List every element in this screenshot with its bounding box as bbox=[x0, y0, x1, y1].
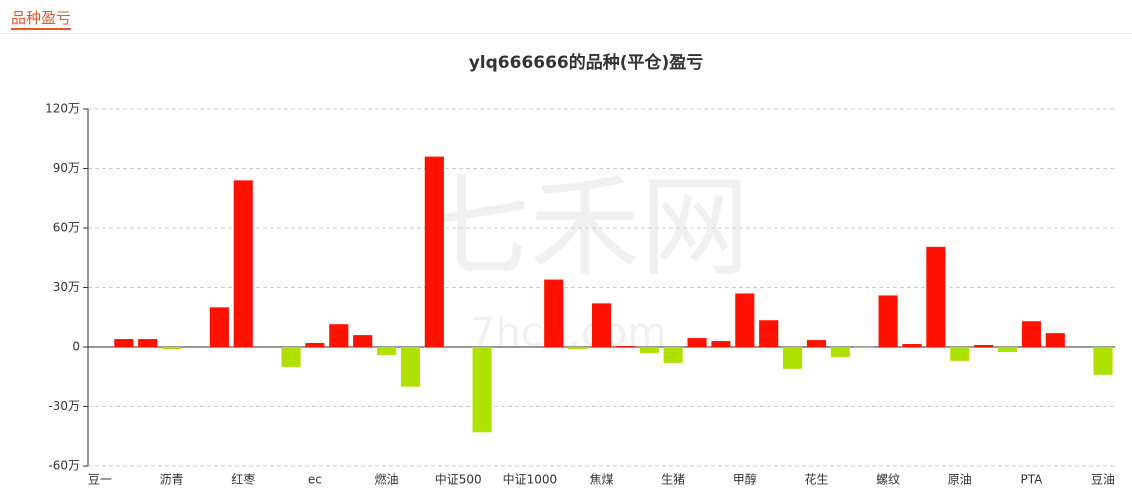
bar bbox=[639, 347, 659, 353]
x-tick-label: ec bbox=[308, 473, 322, 487]
watermark-url: 7hcn.com bbox=[470, 310, 666, 356]
bar bbox=[950, 347, 970, 361]
x-tick-label: 甲醇 bbox=[733, 472, 757, 487]
x-tick-label: 生猪 bbox=[661, 473, 685, 487]
y-tick-label: 30万 bbox=[53, 280, 80, 294]
bar bbox=[997, 347, 1018, 352]
x-tick-label: 燃油 bbox=[375, 472, 399, 487]
bar bbox=[568, 347, 588, 349]
bar bbox=[591, 303, 612, 347]
bar bbox=[544, 279, 564, 347]
bar bbox=[305, 343, 325, 347]
bar bbox=[400, 347, 420, 387]
bar bbox=[424, 156, 444, 347]
watermark: 七禾网 bbox=[420, 163, 750, 291]
bar bbox=[902, 344, 922, 347]
chart-title: ylq666666的品种(平仓)盈亏 bbox=[469, 52, 704, 73]
x-tick-label: PTA bbox=[1020, 473, 1043, 487]
bar bbox=[663, 347, 683, 363]
bar bbox=[1021, 321, 1041, 347]
y-tick-label: 60万 bbox=[53, 221, 80, 235]
y-tick-label: -60万 bbox=[48, 459, 80, 473]
bar bbox=[735, 293, 755, 347]
x-tick-label: 豆一 bbox=[88, 473, 112, 487]
bar bbox=[830, 347, 850, 357]
x-tick-label: 红枣 bbox=[231, 472, 255, 487]
bar bbox=[329, 324, 349, 347]
y-tick-label: 120万 bbox=[45, 102, 80, 116]
bar bbox=[281, 347, 301, 367]
bar bbox=[209, 307, 229, 347]
x-tick-label: 中证1000 bbox=[503, 472, 558, 487]
bar bbox=[974, 345, 994, 347]
bar bbox=[472, 347, 492, 433]
bar bbox=[233, 180, 253, 347]
x-tick-label: 花生 bbox=[804, 472, 828, 487]
y-tick-label: 90万 bbox=[53, 161, 80, 175]
bar bbox=[878, 295, 898, 347]
bar bbox=[759, 320, 779, 347]
x-tick-label: 沥青 bbox=[160, 473, 184, 487]
bar bbox=[1045, 333, 1065, 347]
header-title[interactable]: 品种盈亏 bbox=[11, 8, 72, 30]
bar bbox=[376, 347, 397, 355]
bar bbox=[926, 246, 946, 347]
bar bbox=[806, 340, 827, 347]
x-tick-label: 中证500 bbox=[435, 472, 482, 487]
bar bbox=[783, 347, 803, 369]
bar bbox=[687, 338, 707, 347]
bar bbox=[615, 346, 635, 347]
x-tick-label: 原油 bbox=[948, 473, 972, 487]
bar bbox=[138, 339, 158, 347]
bar bbox=[353, 335, 373, 347]
x-tick-label: 豆油 bbox=[1091, 473, 1115, 487]
x-tick-label: 螺纹 bbox=[876, 473, 900, 487]
x-tick-label: 焦煤 bbox=[589, 473, 613, 487]
bar bbox=[711, 341, 731, 347]
bar bbox=[854, 347, 874, 348]
header: 品种盈亏 bbox=[0, 0, 1132, 34]
bar bbox=[162, 347, 182, 349]
y-tick-label: 0 bbox=[72, 340, 80, 354]
bar bbox=[114, 339, 134, 347]
bar bbox=[1093, 347, 1113, 375]
y-tick-label: -30万 bbox=[48, 399, 80, 413]
